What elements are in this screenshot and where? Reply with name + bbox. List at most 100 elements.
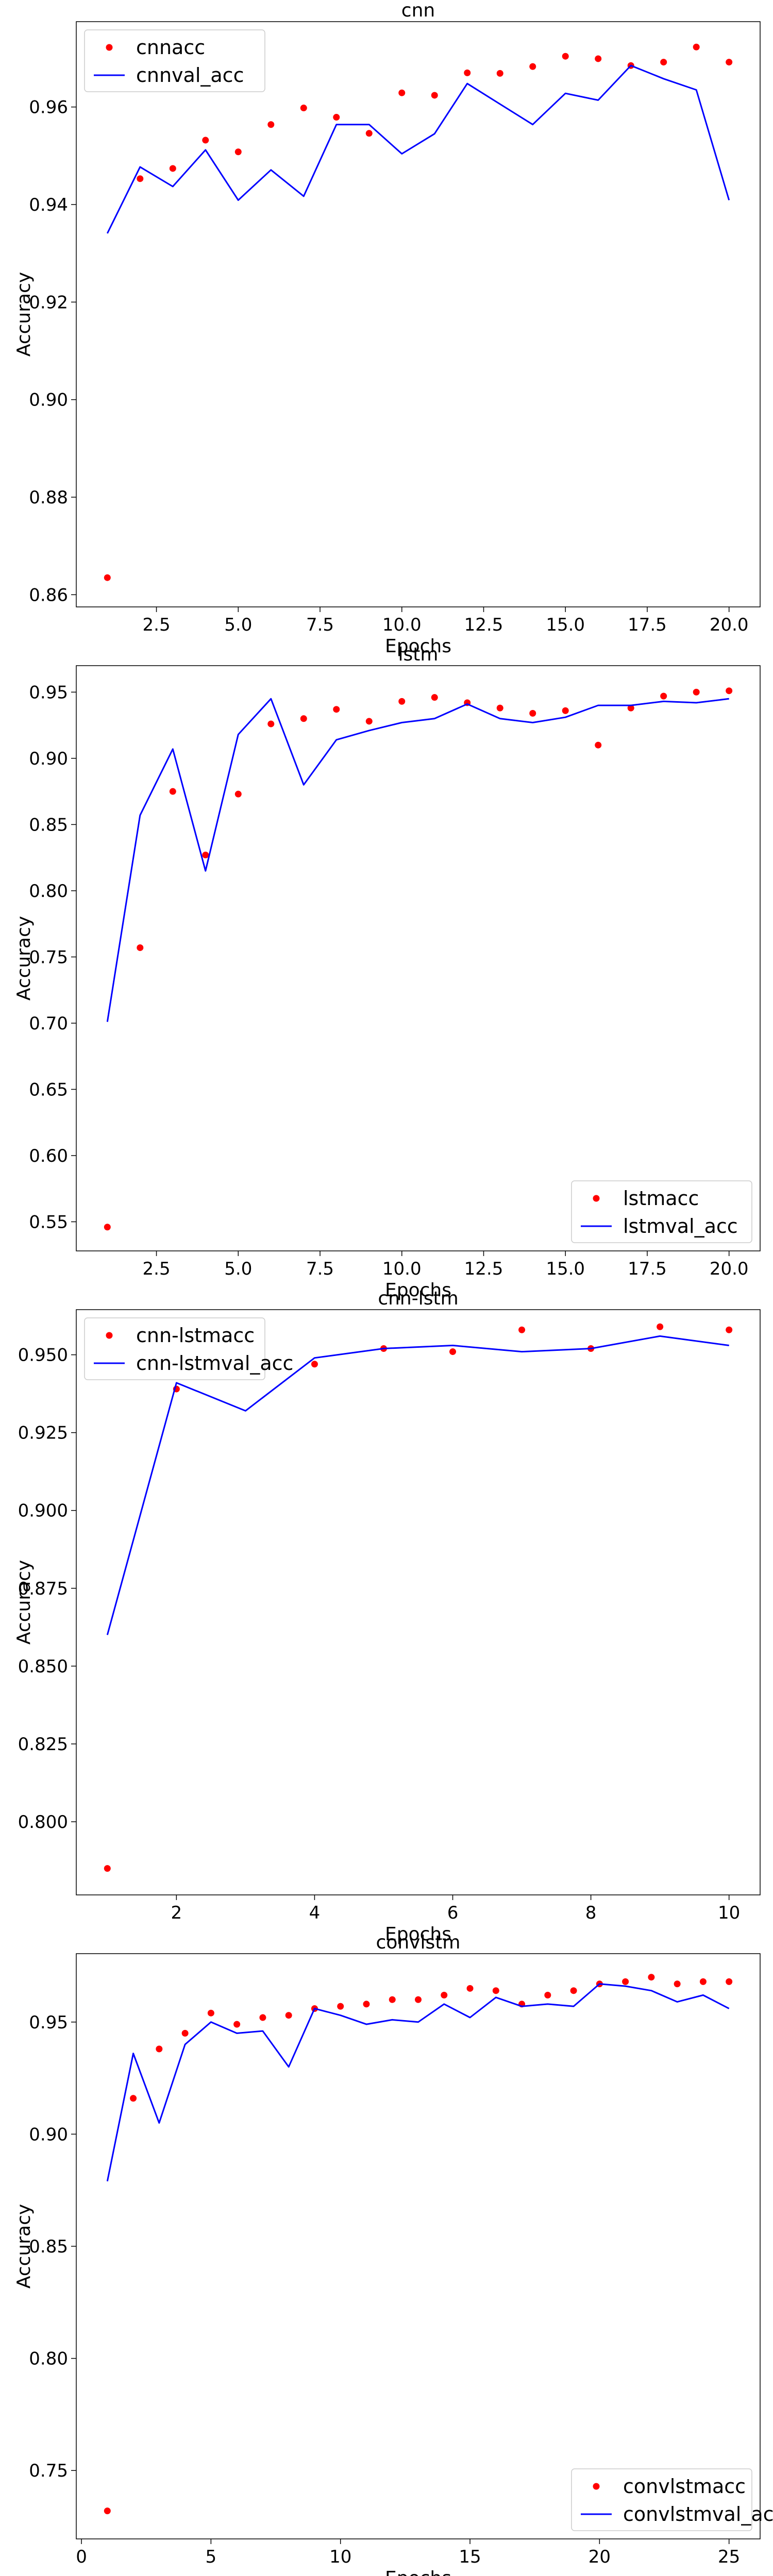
data-point-cnn-lstmacc	[311, 1361, 318, 1368]
x-axis-label: Epochs	[385, 1280, 451, 1301]
data-point-cnn-lstmacc	[657, 1323, 664, 1330]
x-tick-label: 17.5	[628, 1259, 667, 1279]
x-tick-label: 10	[329, 2547, 351, 2567]
legend: lstmacc lstmval_acc	[571, 1180, 752, 1243]
x-tick-label: 2	[171, 1903, 182, 1923]
data-point-convlstmacc	[389, 1996, 396, 2003]
data-point-cnnacc	[529, 63, 536, 70]
legend-point-swatch	[593, 1195, 600, 1202]
y-axis-label: Accuracy	[13, 2204, 35, 2289]
y-tick-label: 0.92	[29, 292, 68, 313]
y-tick-label: 0.90	[29, 749, 68, 769]
data-point-cnnacc	[365, 130, 373, 137]
y-tick-label: 0.88	[29, 487, 68, 508]
chart-title: convlstm	[376, 1932, 461, 1953]
data-point-lstmacc	[234, 790, 242, 798]
data-point-cnnacc	[169, 165, 176, 172]
legend: cnn-lstmacc cnn-lstmval_acc	[84, 1317, 293, 1380]
data-point-cnnacc	[431, 92, 438, 99]
chart-panel-convlstm: convlstm 0 5 10 15 20 25 0.75 0.80 0.85 0.90 0.95 Ep…	[13, 1932, 773, 2576]
data-point-lstmacc	[333, 706, 340, 713]
data-point-lstmacc	[300, 715, 307, 722]
x-tick-label: 20.0	[710, 615, 749, 635]
data-point-convlstmacc	[699, 1978, 707, 1985]
data-point-lstmacc	[726, 687, 733, 694]
data-point-lstmacc	[431, 694, 438, 701]
data-point-cnnacc	[137, 175, 144, 182]
data-point-convlstmacc	[648, 1974, 655, 1981]
x-tick-label: 15	[459, 2547, 481, 2567]
x-axis-label: Epochs	[385, 636, 451, 657]
data-point-cnn-lstmacc	[726, 1326, 733, 1333]
data-point-cnnacc	[496, 70, 503, 77]
data-point-cnn-lstmacc	[104, 1865, 111, 1872]
y-tick-label: 0.85	[29, 815, 68, 835]
data-point-convlstmacc	[622, 1978, 629, 1985]
legend-box	[84, 1317, 265, 1380]
data-point-lstmacc	[627, 704, 634, 711]
chart-title: lstm	[398, 644, 439, 665]
data-point-cnnacc	[660, 59, 667, 66]
x-axis-label: Epochs	[385, 2568, 451, 2576]
data-point-convlstmacc	[363, 2001, 370, 2008]
data-point-lstmacc	[104, 1224, 111, 1231]
legend-point-swatch	[593, 2483, 600, 2490]
data-point-cnnacc	[104, 574, 111, 581]
x-tick-label: 8	[585, 1903, 597, 1923]
x-tick-label: 7.5	[306, 1259, 334, 1279]
series-line-lstmval_acc	[106, 698, 729, 1022]
legend-label: convlstmacc	[623, 2475, 746, 2498]
chart-panel-lstm: lstm 2.5 5.0 7.5 10.0 12.5 15.0 17.5 20.0 0.55 0.6…	[13, 644, 761, 1301]
y-tick-label: 0.96	[29, 97, 68, 118]
y-tick-label: 0.75	[29, 947, 68, 968]
data-point-cnnacc	[726, 59, 733, 66]
data-point-lstmacc	[137, 944, 144, 951]
x-tick-label: 2.5	[143, 615, 171, 635]
legend: cnnacc cnnval_acc	[84, 29, 265, 92]
data-point-lstmacc	[660, 692, 667, 700]
series-line-cnn-lstmval_acc	[106, 1335, 729, 1635]
data-point-convlstmacc	[544, 1992, 551, 1999]
data-point-cnnacc	[267, 121, 275, 128]
y-tick-label: 0.875	[18, 1579, 68, 1599]
data-point-convlstmacc	[104, 2507, 111, 2515]
y-axis-label: Accuracy	[13, 272, 35, 357]
y-tick-label: 0.800	[18, 1812, 68, 1833]
plot-frame	[76, 1953, 761, 2539]
legend-point-swatch	[106, 1332, 113, 1339]
series-line-cnnval_acc	[106, 64, 730, 234]
chart-title: cnn-lstm	[378, 1288, 458, 1309]
data-point-convlstmacc	[674, 1980, 681, 1988]
data-point-convlstmacc	[156, 2045, 163, 2053]
data-point-cnnacc	[300, 105, 307, 112]
legend-box	[571, 2468, 752, 2531]
data-point-cnnacc	[202, 137, 209, 144]
legend-label: cnn-lstmacc	[136, 1324, 255, 1347]
chart-panel-cnn: cnn 2.5 5.0 7.5 10.0 12.5 15.0 17.5 20.0 0.86 0.88…	[13, 0, 761, 657]
x-tick-label: 5.0	[224, 615, 252, 635]
data-point-cnn-lstmacc	[518, 1326, 526, 1333]
legend-box	[84, 29, 265, 92]
legend-label: cnnacc	[136, 36, 205, 59]
legend-label: cnn-lstmval_acc	[136, 1352, 293, 1375]
data-point-convlstmacc	[181, 2030, 189, 2037]
data-point-cnnacc	[398, 89, 406, 96]
data-point-lstmacc	[529, 710, 536, 717]
x-tick-label: 0	[76, 2547, 87, 2567]
x-tick-label: 17.5	[628, 615, 667, 635]
legend-label: lstmacc	[623, 1187, 699, 1210]
y-tick-label: 0.95	[29, 682, 68, 703]
y-tick-label: 0.90	[29, 2124, 68, 2145]
y-axis-label: Accuracy	[13, 916, 35, 1001]
data-point-cnnacc	[464, 69, 471, 76]
y-tick-label: 0.85	[29, 2236, 68, 2257]
y-tick-label: 0.950	[18, 1345, 68, 1366]
data-point-cnnacc	[693, 43, 700, 50]
y-tick-label: 0.925	[18, 1423, 68, 1444]
legend: convlstmacc convlstmval_acc	[571, 2468, 773, 2531]
data-point-lstmacc	[202, 852, 209, 859]
data-point-cnnacc	[333, 114, 340, 121]
data-point-lstmacc	[595, 741, 602, 749]
data-point-convlstmacc	[415, 1996, 422, 2003]
